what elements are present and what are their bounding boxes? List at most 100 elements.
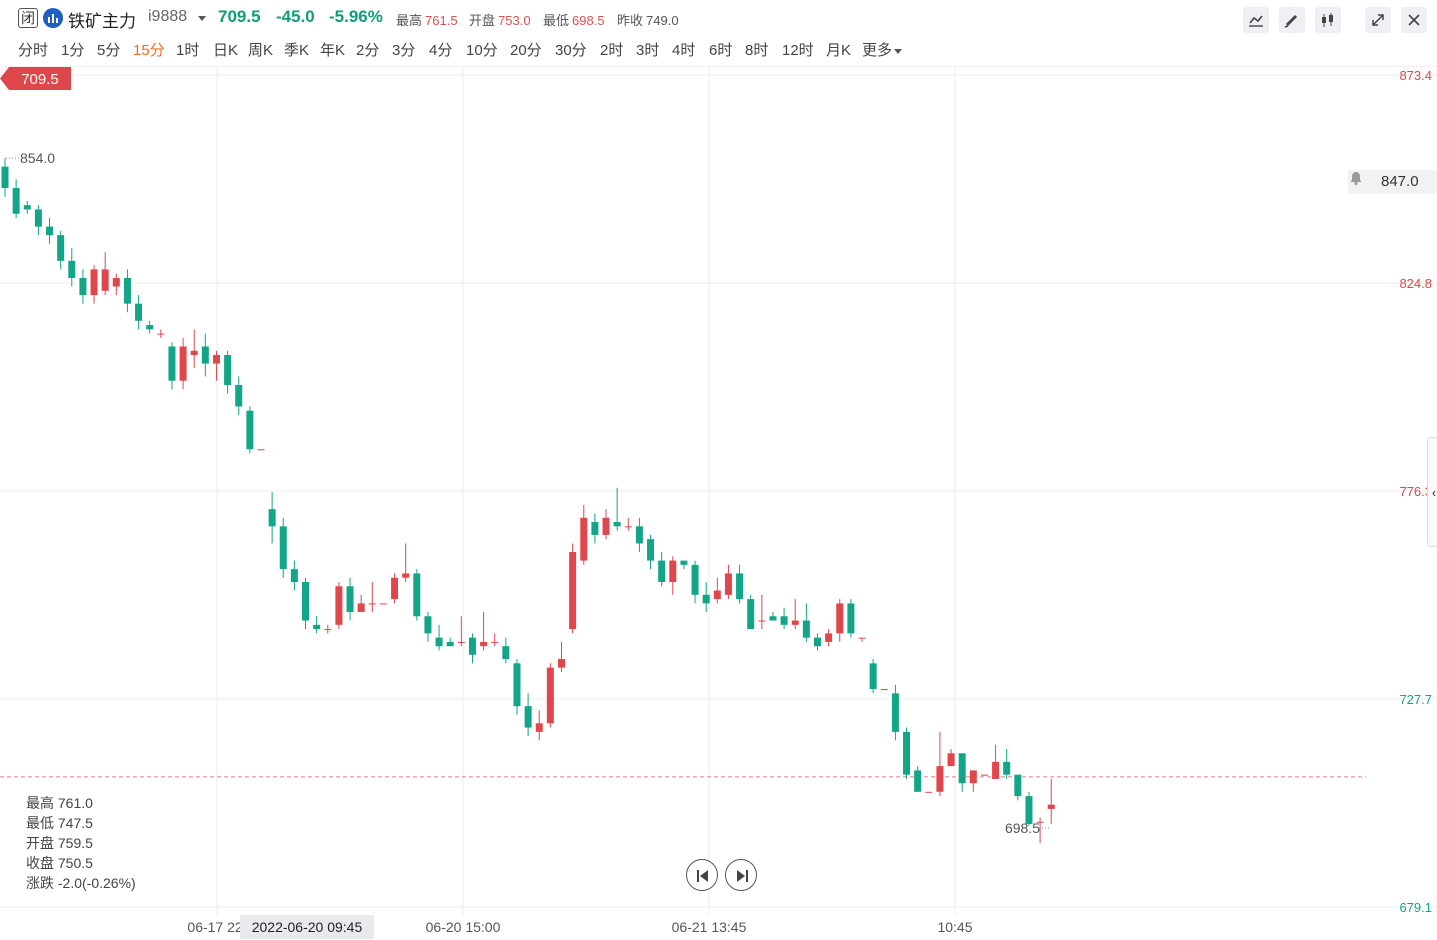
candle-body [936,766,944,792]
candle-body [791,620,799,625]
period-tab[interactable]: 3时 [636,42,660,59]
candle-body [413,573,421,617]
price-change-pct: -5.96% [329,7,383,26]
candle-body [903,731,911,775]
candle-body [813,637,821,647]
period-tab[interactable]: 周K [248,42,274,59]
y-tick-label: 679.1 [1399,900,1432,915]
period-tab[interactable]: 1分 [61,42,85,59]
period-tab[interactable]: 2分 [356,42,380,59]
candle-body [324,629,332,631]
candle-body [635,526,643,544]
symbol-dropdown-icon[interactable] [198,16,206,21]
symbol-code[interactable]: i9888 [148,8,188,25]
period-tab[interactable]: 4分 [429,42,453,59]
candle-body [168,346,176,381]
candle-body [246,410,254,450]
candlestick-chart[interactable]: 873.4 824.8 776.3 727.7 679.1 06-17 22: 06-20 … [0,66,1437,940]
period-tab[interactable]: 2时 [600,42,624,59]
candle-body [836,603,844,634]
candle-body [201,346,209,364]
candle-body [891,693,899,732]
candle-body [112,277,120,287]
period-tab[interactable]: 5分 [97,42,121,59]
period-tab[interactable]: 8时 [745,42,769,59]
candle-body [491,641,499,643]
candle-body [90,269,98,296]
period-tab[interactable]: 12时 [782,42,814,59]
y-tick-label: 873.4 [1399,68,1432,83]
candle-body [524,706,532,728]
candle-body [780,616,788,625]
candle-body [702,594,710,604]
candle-body [391,577,399,600]
candle-body [335,586,343,625]
candle-body [992,761,1000,779]
candle-body [424,616,432,634]
scroll-to-end-button[interactable] [725,859,757,891]
last-price-label: 709.5 [21,71,59,88]
more-periods-button[interactable]: 更多 [862,39,903,60]
candle-body [558,659,565,668]
chart-canvas[interactable]: 873.4 824.8 776.3 727.7 679.1 06-17 22: 06-20 … [0,67,1437,940]
candle-body [869,663,877,690]
x-tick-label: 06-17 22: [187,919,246,935]
scroll-to-start-button[interactable] [686,859,718,891]
period-tab[interactable]: 6时 [709,42,733,59]
candle-body [235,385,243,407]
quote-header: 闭 铁矿主力 i9888 709.5 -45.0 -5.96% 最高 761.5 … [0,0,1437,36]
line-tool-icon[interactable] [1243,7,1269,33]
period-tab[interactable]: 季K [284,42,310,59]
candle-body [747,599,755,630]
stat-open: 开盘 753.0 [469,13,531,28]
period-tab[interactable]: 3分 [392,42,416,59]
candle-body [980,774,988,776]
period-tab[interactable]: 日K [213,42,239,59]
period-tab[interactable]: 1时 [176,42,200,59]
candle-body [925,791,933,793]
price-alert-badge[interactable]: 847.0 [1348,170,1437,194]
symbol-name[interactable]: 铁矿主力 [68,12,136,31]
skip-forward-icon [737,870,748,882]
candle-body [580,517,588,561]
candle-body [468,637,476,655]
close-icon[interactable] [1401,7,1427,33]
candle-body [914,770,922,792]
ohlc-info-panel: 最高 761.0 最低 747.5 开盘 759.5 收盘 750.5 涨跌 -… [26,793,136,893]
candle-body [624,526,632,528]
candle-body [157,333,165,335]
candle-body [480,641,488,647]
candle-body [647,539,655,561]
candle-body [546,667,554,724]
price-change: -45.0 [276,7,315,26]
candle-body [513,663,521,707]
period-tab[interactable]: 4时 [672,42,696,59]
period-tab[interactable]: 20分 [510,42,542,59]
candlestick-icon[interactable] [1315,7,1341,33]
candle-body [758,620,766,622]
expand-icon[interactable] [1365,7,1391,33]
period-tab[interactable]: 10分 [466,42,498,59]
candle-body [880,689,888,691]
period-tab-active[interactable]: 15分 [133,42,165,59]
y-tick-label: 824.8 [1399,276,1432,291]
candle-body [46,226,54,236]
candle-body [1003,761,1011,775]
period-tab[interactable]: 30分 [555,42,587,59]
candle-body [969,770,977,784]
ohlc-change: 涨跌 -2.0(-0.26%) [26,875,136,891]
period-tab[interactable]: 分时 [18,42,49,59]
ohlc-open: 开盘 759.5 [26,835,93,851]
collapse-panel-button[interactable]: ‹ [1427,437,1437,547]
y-tick-label: 727.7 [1399,692,1432,707]
pencil-icon[interactable] [1279,7,1305,33]
candle-body [736,573,744,600]
period-tab[interactable]: 年K [320,42,346,59]
period-tab[interactable]: 月K [826,42,852,59]
candle-body [279,526,287,570]
candle-body [402,573,410,578]
stat-high: 最高 761.5 [396,13,458,28]
chart-logo-icon [43,8,63,28]
x-tick-label: 10:45 [937,919,972,935]
candle-body [379,603,387,605]
